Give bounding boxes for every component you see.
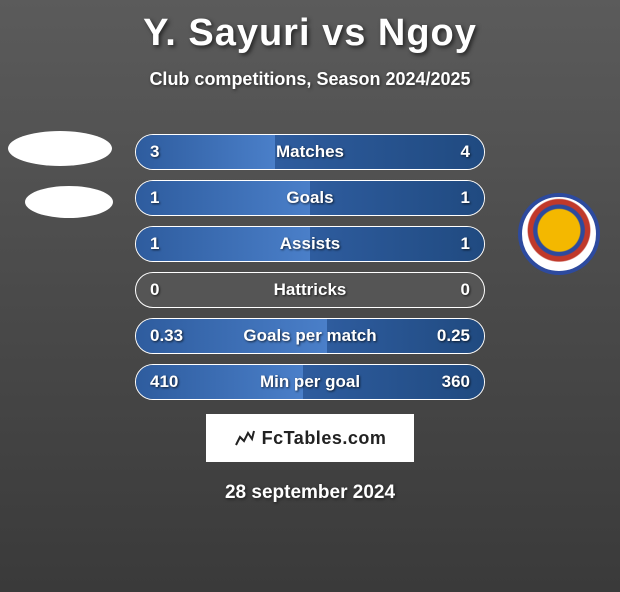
stat-label: Goals per match — [243, 326, 376, 346]
stat-value-left: 0 — [150, 280, 159, 300]
stat-row: 1 Goals 1 — [135, 180, 485, 216]
stat-row: 3 Matches 4 — [135, 134, 485, 170]
stats-container: 3 Matches 4 1 Goals 1 1 Assists 1 0 Hattricks 0 0.33… — [135, 134, 485, 400]
stat-row: 1 Assists 1 — [135, 226, 485, 262]
page-title: Y. Sayuri vs Ngoy — [0, 12, 620, 55]
stat-value-right: 1 — [461, 234, 470, 254]
arema-badge-icon — [518, 193, 600, 275]
page-subtitle: Club competitions, Season 2024/2025 — [0, 69, 620, 90]
stat-row: 410 Min per goal 360 — [135, 364, 485, 400]
stat-value-left: 3 — [150, 142, 159, 162]
stat-label: Min per goal — [260, 372, 360, 392]
stat-label: Hattricks — [274, 280, 347, 300]
brand-label: FcTables.com — [262, 428, 387, 449]
stat-row: 0.33 Goals per match 0.25 — [135, 318, 485, 354]
fctables-icon — [234, 427, 256, 449]
stat-value-right: 360 — [442, 372, 470, 392]
team-left-logo-2 — [25, 186, 113, 218]
stat-value-left: 1 — [150, 188, 159, 208]
stat-value-left: 0.33 — [150, 326, 183, 346]
team-right-logo — [510, 185, 608, 283]
brand-badge[interactable]: FcTables.com — [206, 414, 414, 462]
stat-label: Matches — [276, 142, 344, 162]
date-label: 28 september 2024 — [0, 482, 620, 504]
stat-bar-left — [136, 181, 310, 215]
stat-row: 0 Hattricks 0 — [135, 272, 485, 308]
stat-value-left: 1 — [150, 234, 159, 254]
stat-value-left: 410 — [150, 372, 178, 392]
stat-value-right: 1 — [461, 188, 470, 208]
stat-value-right: 4 — [461, 142, 470, 162]
stat-bar-right — [310, 181, 484, 215]
stat-value-right: 0 — [461, 280, 470, 300]
stat-label: Goals — [286, 188, 333, 208]
team-left-logo-1 — [8, 131, 112, 166]
stat-value-right: 0.25 — [437, 326, 470, 346]
stat-label: Assists — [280, 234, 340, 254]
